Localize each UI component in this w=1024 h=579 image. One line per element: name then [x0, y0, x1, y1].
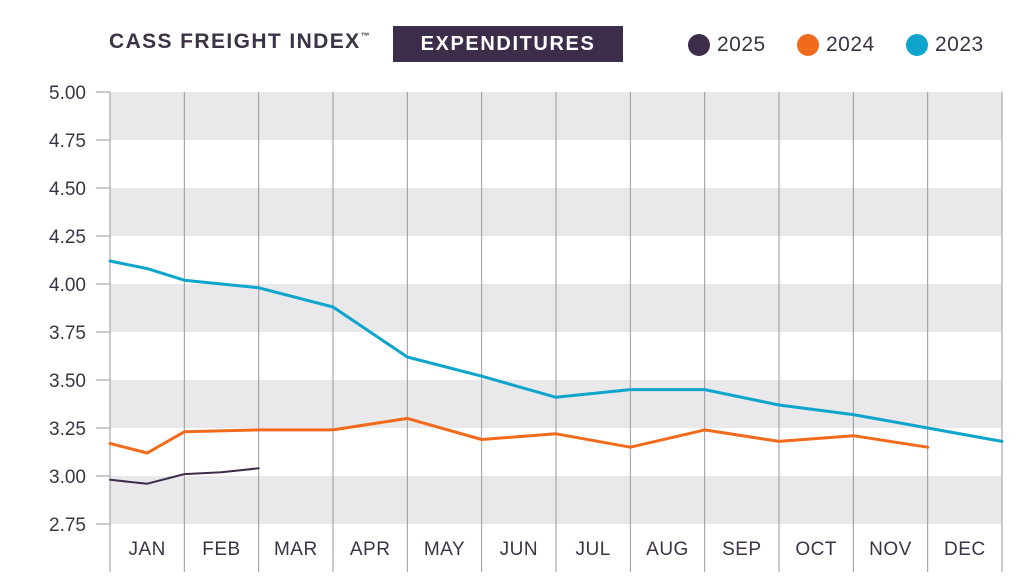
legend-item-2023: 2023 — [906, 32, 984, 58]
legend-item-2025: 2025 — [688, 32, 766, 58]
x-tick-label: MAR — [274, 539, 318, 560]
x-tick-label: SEP — [722, 539, 762, 560]
y-tick-label: 4.25 — [49, 227, 86, 248]
series-line-2023 — [108, 259, 1004, 443]
legend-label-2023: 2023 — [935, 33, 984, 56]
trademark-mark: ™ — [360, 31, 370, 41]
x-tick-label: FEB — [202, 539, 240, 560]
chart-title: CASS FREIGHT INDEX™ — [109, 30, 370, 54]
x-tick-label: JUL — [576, 539, 611, 560]
y-tick-label: 3.25 — [49, 419, 86, 440]
x-tick-label: MAY — [424, 539, 465, 560]
x-tick-label: APR — [350, 539, 391, 560]
y-tick-label: 5.00 — [49, 83, 86, 104]
chart-title-text: CASS FREIGHT INDEX — [109, 30, 361, 53]
y-tick-label: 3.00 — [49, 467, 86, 488]
x-tick-label: DEC — [944, 539, 986, 560]
y-tick-label: 4.75 — [49, 131, 86, 152]
y-tick-label: 2.75 — [49, 515, 86, 536]
legend-label-2024: 2024 — [826, 33, 875, 56]
y-tick-label: 4.50 — [49, 179, 86, 200]
x-tick-label: NOV — [869, 539, 912, 560]
legend-dot-2025 — [688, 34, 710, 56]
x-tick-label: AUG — [646, 539, 689, 560]
x-tick-label: JAN — [128, 539, 165, 560]
x-tick-label: JUN — [500, 539, 538, 560]
series-line-2024 — [108, 416, 930, 455]
legend-label-2025: 2025 — [717, 33, 766, 56]
legend-item-2024: 2024 — [797, 32, 875, 58]
series-line-2025 — [109, 467, 260, 485]
chart-header: CASS FREIGHT INDEX™ EXPENDITURES 2025 20… — [0, 0, 1024, 80]
expenditures-badge: EXPENDITURES — [393, 26, 623, 62]
y-tick-label: 4.00 — [49, 275, 86, 296]
legend-dot-2023 — [906, 34, 928, 56]
x-tick-label: OCT — [795, 539, 837, 560]
y-tick-label: 3.75 — [49, 323, 86, 344]
legend-dot-2024 — [797, 34, 819, 56]
y-tick-label: 3.50 — [49, 371, 86, 392]
